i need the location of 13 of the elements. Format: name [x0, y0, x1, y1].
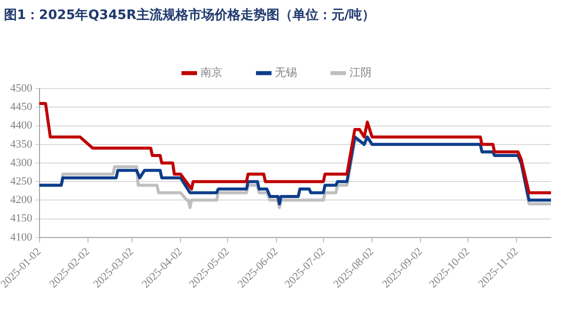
y-tick-label: 4100: [10, 231, 33, 244]
y-tick-label: 4500: [10, 82, 33, 94]
y-tick-label: 4450: [10, 101, 33, 114]
y-tick-label: 4300: [10, 156, 33, 169]
y-tick-label: 4400: [10, 120, 33, 132]
y-tick-label: 4250: [10, 175, 33, 188]
legend-label: 江阴: [349, 66, 372, 79]
y-tick-label: 4200: [10, 194, 33, 206]
legend-label: 无锡: [274, 66, 297, 79]
chart-title: 图1：2025年Q345R主流规格市场价格走势图（单位：元/吨）: [4, 7, 376, 24]
y-tick-label: 4150: [10, 212, 33, 225]
y-tick-label: 4350: [10, 138, 33, 150]
legend-label: 南京: [200, 66, 222, 79]
